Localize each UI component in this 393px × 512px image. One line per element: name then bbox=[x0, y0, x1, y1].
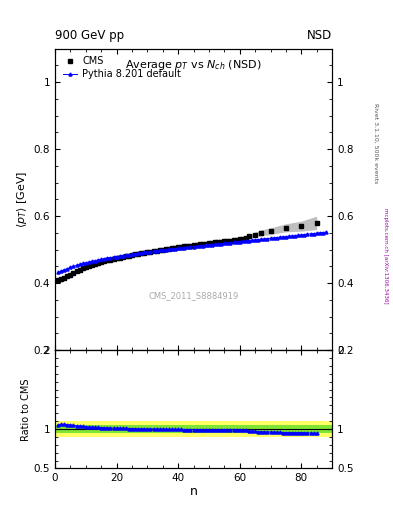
Y-axis label: $\langle p_T \rangle$ [GeV]: $\langle p_T \rangle$ [GeV] bbox=[15, 171, 29, 228]
Text: 900 GeV pp: 900 GeV pp bbox=[55, 29, 124, 42]
Pythia 8.201 default bbox=[323, 229, 328, 235]
Pythia 8.201 default bbox=[62, 267, 67, 273]
Pythia 8.201 default bbox=[133, 250, 138, 257]
CMS bbox=[56, 276, 61, 283]
Pythia 8.201 default bbox=[213, 241, 217, 247]
Line: Pythia 8.201 default: Pythia 8.201 default bbox=[57, 230, 327, 274]
Text: mcplots.cern.ch [arXiv:1306.3436]: mcplots.cern.ch [arXiv:1306.3436] bbox=[383, 208, 387, 304]
CMS bbox=[71, 270, 76, 276]
Text: NSD: NSD bbox=[307, 29, 332, 42]
Text: Rivet 3.1.10, 500k events: Rivet 3.1.10, 500k events bbox=[373, 103, 378, 183]
Pythia 8.201 default bbox=[130, 251, 134, 257]
Text: CMS_2011_S8884919: CMS_2011_S8884919 bbox=[149, 291, 239, 301]
CMS bbox=[123, 253, 128, 260]
CMS bbox=[176, 244, 180, 250]
CMS bbox=[83, 264, 88, 270]
CMS bbox=[127, 252, 131, 259]
Y-axis label: Ratio to CMS: Ratio to CMS bbox=[21, 378, 31, 440]
CMS bbox=[314, 220, 319, 226]
Legend: CMS, Pythia 8.201 default: CMS, Pythia 8.201 default bbox=[60, 53, 184, 82]
X-axis label: n: n bbox=[189, 485, 198, 498]
Pythia 8.201 default bbox=[305, 231, 310, 237]
Pythia 8.201 default bbox=[188, 244, 193, 250]
CMS bbox=[96, 260, 101, 266]
Text: Average $p_T$ vs $N_{ch}$ (NSD): Average $p_T$ vs $N_{ch}$ (NSD) bbox=[125, 58, 262, 72]
Line: CMS: CMS bbox=[56, 221, 319, 282]
Pythia 8.201 default bbox=[56, 269, 61, 275]
